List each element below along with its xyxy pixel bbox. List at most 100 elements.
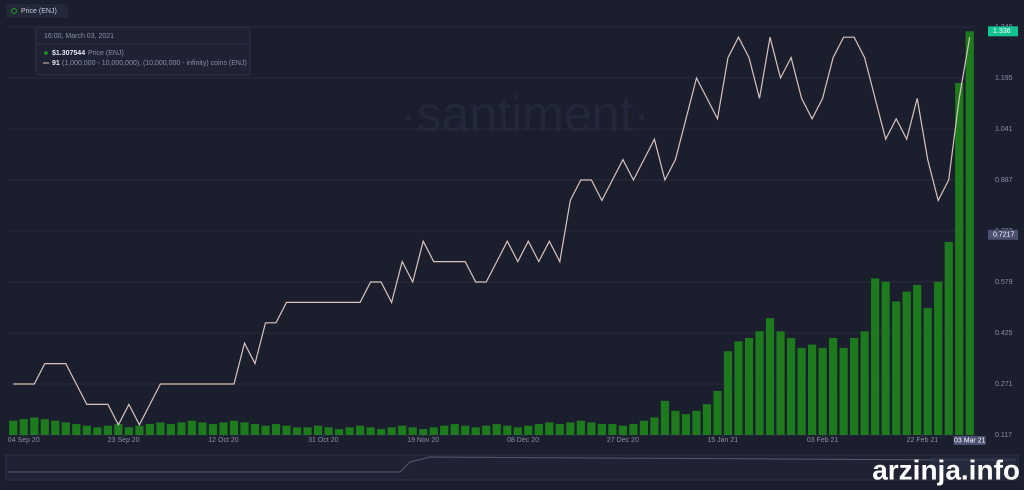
- y-tick-label: 0.579: [995, 279, 1013, 286]
- bar: [334, 429, 344, 435]
- bar: [871, 278, 880, 435]
- bar: [765, 318, 775, 435]
- legend-marker: [11, 8, 17, 14]
- y-tick-label: 0.425: [995, 330, 1013, 337]
- navigator[interactable]: [5, 454, 1019, 481]
- bar: [934, 281, 943, 435]
- y-tick-label: 0.271: [995, 381, 1013, 388]
- x-tick-label: 08 Dec 20: [507, 437, 539, 444]
- navigator-window[interactable]: [930, 457, 1016, 478]
- x-tick-label: 31 Oct 20: [308, 437, 338, 444]
- bar: [944, 241, 953, 435]
- x-tick-label: 15 Jan 21: [707, 437, 738, 444]
- bar: [166, 424, 176, 435]
- bar: [576, 420, 585, 435]
- bar: [850, 337, 859, 435]
- bar: [681, 414, 691, 435]
- bar: [482, 425, 491, 435]
- bar: [797, 347, 806, 435]
- y-tick-label: 0.887: [995, 177, 1013, 184]
- y-flag: [988, 229, 1018, 240]
- bar: [51, 420, 60, 435]
- tooltip-title: 16:00, March 03, 2021: [44, 33, 114, 40]
- bar: [818, 347, 827, 435]
- bar: [471, 427, 480, 435]
- bar: [219, 422, 228, 435]
- bar: [513, 427, 522, 435]
- tooltip-holders-name: (1,000,000 - 10,000,000), (10,000,000 - …: [62, 60, 247, 67]
- bar: [713, 390, 722, 435]
- bar: [807, 344, 817, 435]
- bar: [19, 419, 28, 435]
- bar: [114, 424, 123, 435]
- bar: [271, 424, 281, 435]
- bar: [776, 331, 785, 435]
- bar: [324, 427, 333, 435]
- bar: [82, 425, 91, 435]
- bar: [881, 281, 890, 435]
- bar: [702, 404, 712, 435]
- y-flag: [988, 26, 1018, 37]
- bar: [93, 427, 102, 435]
- x-flag-label: 03 Mar 21: [954, 437, 986, 444]
- bar: [734, 341, 743, 435]
- bar: [313, 425, 323, 435]
- y-flag-label: 0.7217: [993, 232, 1015, 239]
- bar: [398, 425, 407, 435]
- bar: [61, 422, 70, 435]
- bar: [208, 424, 218, 435]
- bar: [723, 351, 733, 435]
- bar: [534, 424, 543, 435]
- bar: [597, 424, 606, 435]
- bar: [566, 422, 575, 435]
- bar: [72, 424, 81, 435]
- bar: [450, 424, 459, 435]
- line: [13, 35, 971, 427]
- bar: [639, 420, 649, 435]
- bar: [240, 422, 249, 435]
- bar: [229, 420, 239, 435]
- bar: [671, 410, 680, 435]
- bar: [524, 425, 533, 435]
- bar: [440, 425, 449, 435]
- bar: [103, 425, 112, 435]
- bar: [135, 425, 144, 435]
- x-tick-label: 27 Dec 20: [607, 437, 639, 444]
- legend-box[interactable]: [6, 4, 68, 18]
- bar: [356, 425, 365, 435]
- bar: [124, 427, 133, 435]
- bar: [145, 424, 154, 435]
- tooltip-price: $1.307544: [52, 50, 85, 57]
- bar: [30, 417, 39, 435]
- bar: [545, 422, 554, 435]
- bar: [744, 337, 754, 435]
- x-tick-label: 22 Feb 21: [907, 437, 939, 444]
- bar: [156, 422, 165, 435]
- y-tick-label: 1.041: [995, 126, 1013, 133]
- y-flag-label: 1.336: [993, 28, 1011, 35]
- x-tick-label: 23 Sep 20: [108, 437, 140, 444]
- bar: [503, 425, 512, 435]
- bar: [198, 422, 207, 435]
- bar: [650, 417, 659, 435]
- bar: [282, 425, 291, 435]
- y-tick-label: 0.117: [995, 432, 1012, 439]
- bar: [292, 427, 302, 435]
- bar: [40, 419, 49, 435]
- bar: [429, 427, 438, 435]
- tooltip-marker: [44, 51, 48, 55]
- bar: [366, 427, 375, 435]
- tooltip: [35, 26, 251, 76]
- x-flag: [953, 436, 986, 445]
- bar: [250, 424, 260, 435]
- bar: [419, 429, 428, 435]
- y-tick-label: 1.195: [995, 75, 1013, 82]
- bar: [261, 425, 270, 435]
- tooltip-holders: 91: [52, 60, 60, 67]
- bar: [839, 347, 848, 435]
- bar: [303, 427, 312, 435]
- bar: [345, 427, 354, 435]
- bar: [965, 31, 974, 435]
- bar: [377, 429, 386, 435]
